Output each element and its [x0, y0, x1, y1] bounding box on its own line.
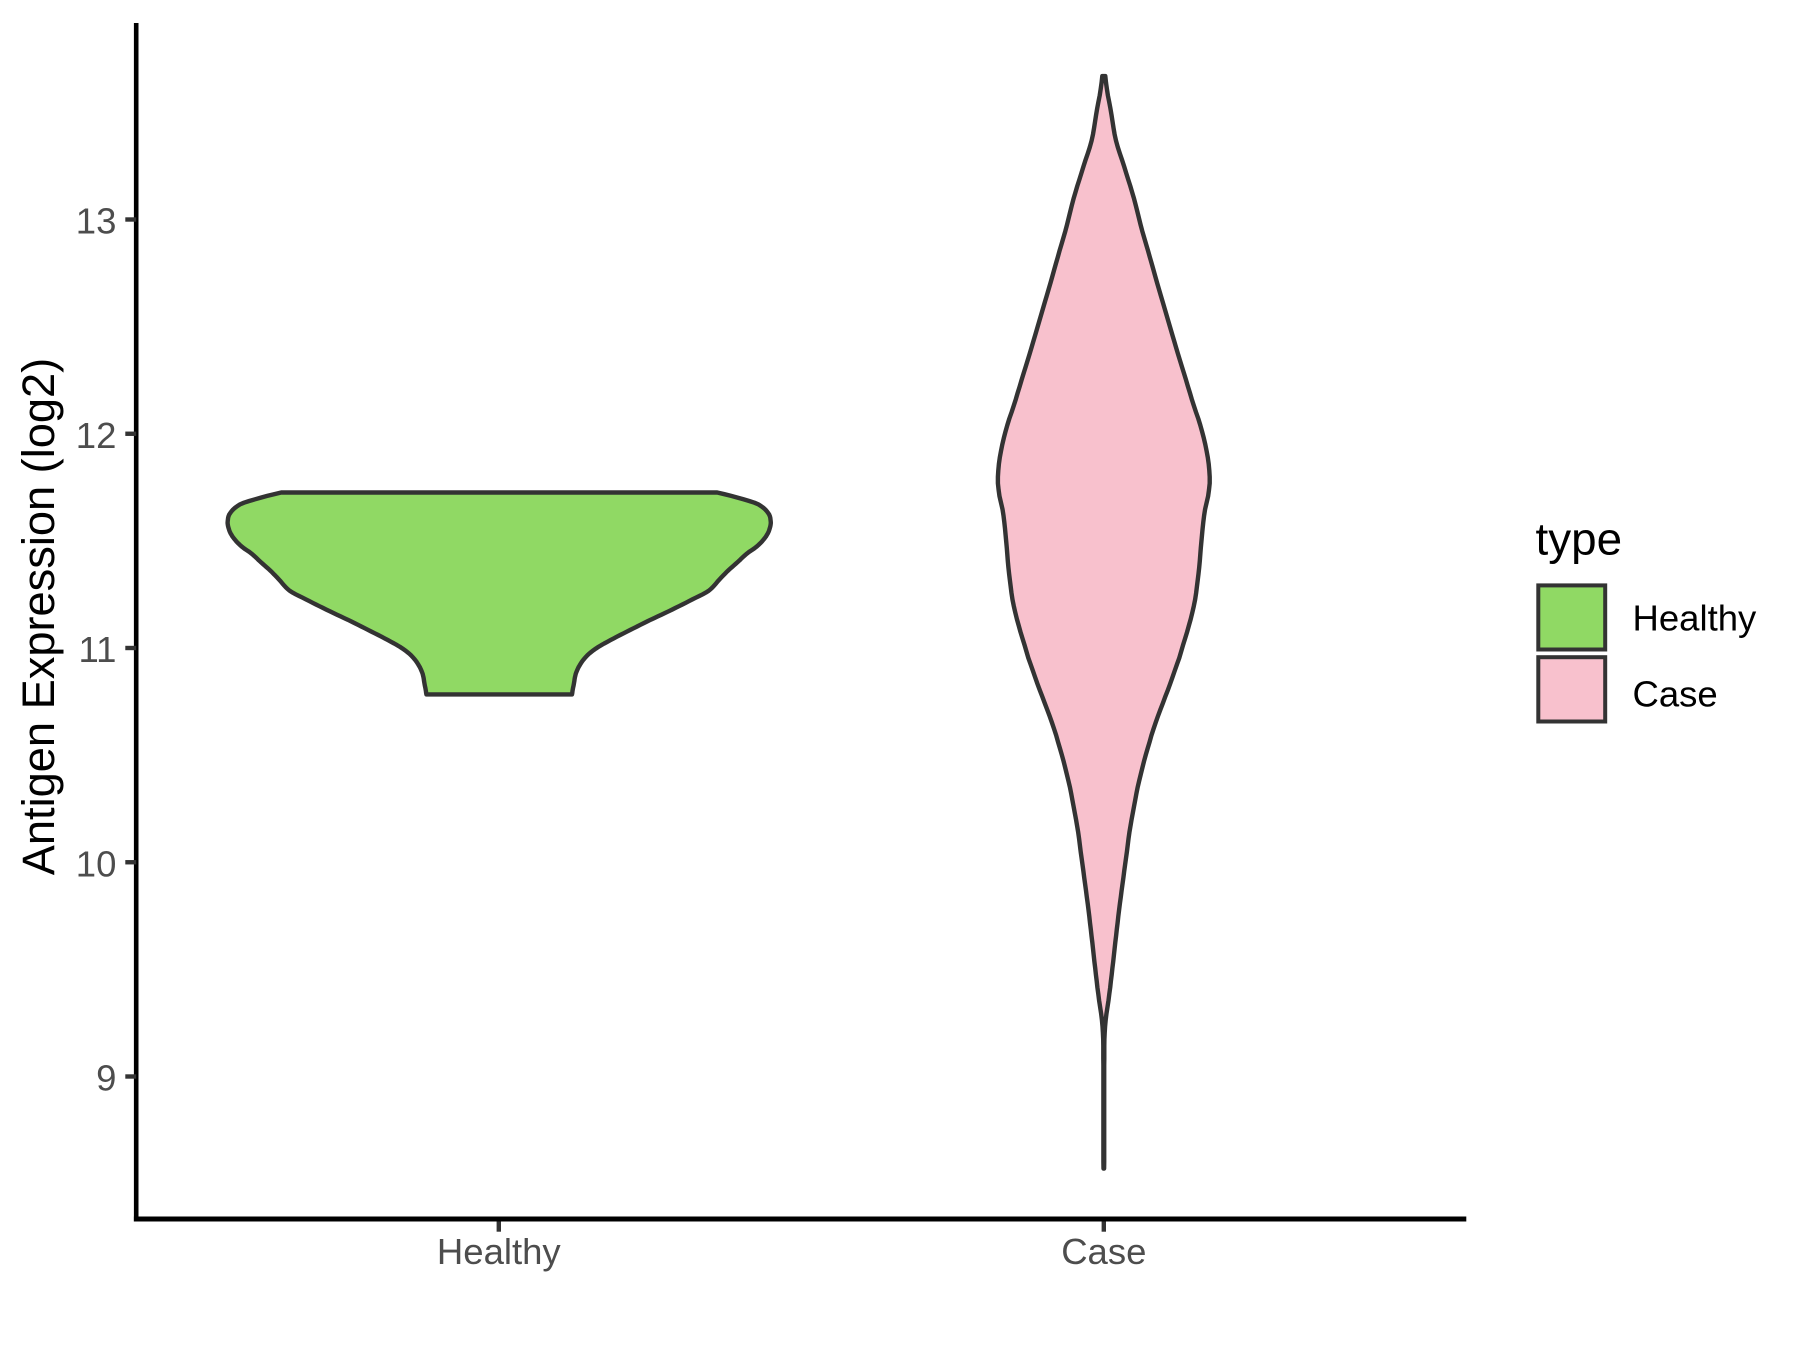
- svg-text:Case: Case: [1633, 674, 1718, 715]
- svg-text:Healthy: Healthy: [1633, 598, 1758, 639]
- svg-text:9: 9: [96, 1058, 116, 1099]
- svg-text:Healthy: Healthy: [437, 1231, 562, 1272]
- svg-text:Antigen Expression (log2): Antigen Expression (log2): [13, 358, 64, 875]
- svg-text:10: 10: [76, 843, 117, 884]
- svg-text:13: 13: [76, 201, 117, 242]
- svg-text:12: 12: [76, 415, 117, 456]
- svg-text:Case: Case: [1061, 1231, 1146, 1272]
- svg-text:11: 11: [79, 629, 117, 670]
- svg-text:type: type: [1536, 514, 1623, 565]
